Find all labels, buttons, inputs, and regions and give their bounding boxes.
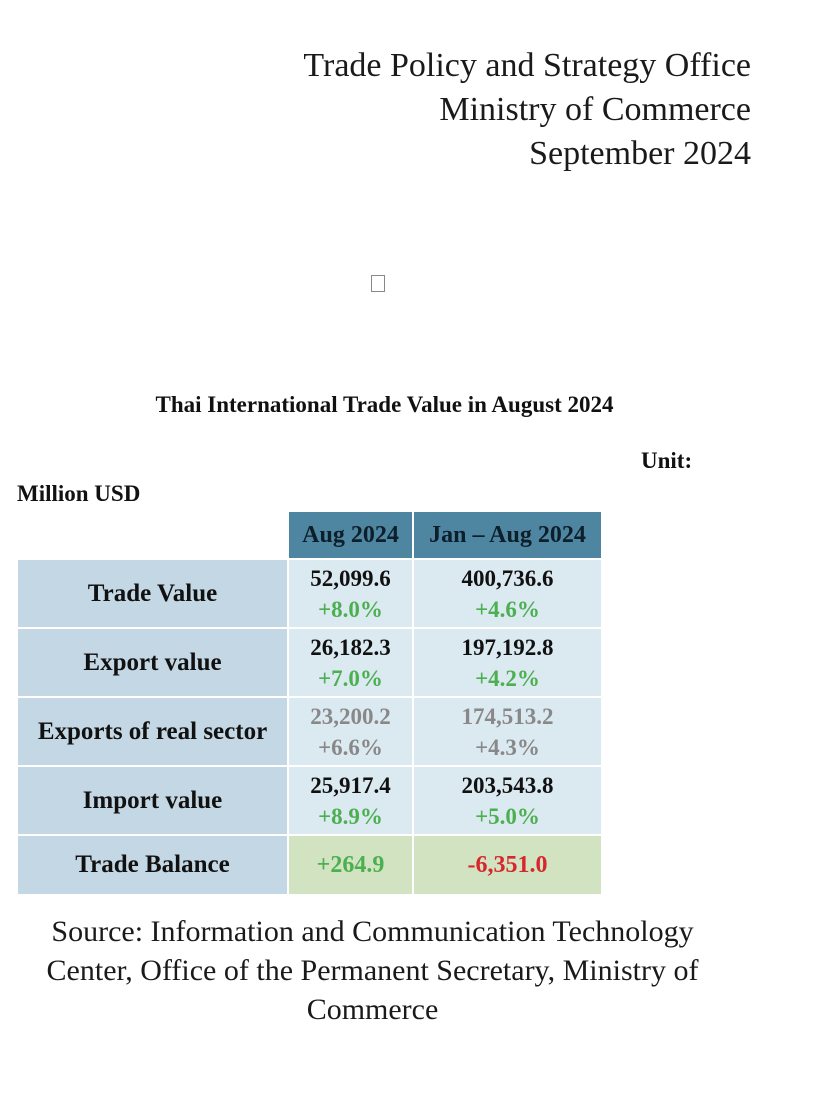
report-header: Trade Policy and Strategy Office Ministr… (303, 44, 751, 176)
ytd-cell: 174,513.2 +4.3% (412, 696, 603, 767)
table-row: Import value 25,917.4 +8.9% 203,543.8 +5… (16, 765, 603, 836)
source-line: Source: Information and Communication Te… (51, 915, 694, 948)
row-label: Trade Value (16, 558, 289, 629)
ytd-cell: 203,543.8 +5.0% (412, 765, 603, 836)
table-row: Trade Value 52,099.6 +8.0% 400,736.6 +4.… (16, 558, 603, 629)
header-blank-cell (16, 510, 289, 560)
ytd-change: +5.0% (475, 803, 540, 829)
aug-value: 23,200.2 (310, 703, 391, 729)
source-note: Source: Information and Communication Te… (0, 912, 745, 1029)
office-name: Trade Policy and Strategy Office (303, 47, 751, 84)
table-row: Export value 26,182.3 +7.0% 197,192.8 +4… (16, 627, 603, 698)
aug-cell: 25,917.4 +8.9% (287, 765, 414, 836)
aug-value: 52,099.6 (310, 565, 391, 591)
aug-value: 25,917.4 (310, 772, 391, 798)
aug-value: 26,182.3 (310, 634, 391, 660)
balance-aug-value: +264.9 (287, 834, 414, 896)
missing-image-icon (371, 275, 385, 292)
aug-cell: 26,182.3 +7.0% (287, 627, 414, 698)
balance-ytd-value: -6,351.0 (412, 834, 603, 896)
table-row: Exports of real sector 23,200.2 +6.6% 17… (16, 696, 603, 767)
row-label: Import value (16, 765, 289, 836)
ytd-cell: 197,192.8 +4.2% (412, 627, 603, 698)
row-label: Export value (16, 627, 289, 698)
unit-value: Million USD (17, 481, 141, 506)
trade-balance-row: Trade Balance +264.9 -6,351.0 (16, 834, 603, 896)
ministry-name: Ministry of Commerce (439, 91, 751, 128)
row-label: Trade Balance (16, 834, 289, 896)
row-label: Exports of real sector (16, 696, 289, 767)
aug-cell: 52,099.6 +8.0% (287, 558, 414, 629)
report-date: September 2024 (529, 135, 751, 172)
source-line: Commerce (306, 993, 439, 1026)
ytd-change: +4.3% (475, 734, 540, 760)
aug-cell: 23,200.2 +6.6% (287, 696, 414, 767)
table-header-row: Aug 2024 Jan – Aug 2024 (16, 510, 603, 560)
aug-change: +7.0% (318, 665, 383, 691)
ytd-change: +4.6% (475, 596, 540, 622)
unit-label: Unit: (641, 448, 693, 473)
ytd-change: +4.2% (475, 665, 540, 691)
aug-change: +8.9% (318, 803, 383, 829)
ytd-cell: 400,736.6 +4.6% (412, 558, 603, 629)
aug-change: +8.0% (318, 596, 383, 622)
table-title: Thai International Trade Value in August… (155, 392, 614, 417)
ytd-value: 203,543.8 (461, 772, 554, 798)
ytd-value: 400,736.6 (461, 565, 554, 591)
column-header-ytd: Jan – Aug 2024 (412, 510, 603, 560)
ytd-value: 174,513.2 (461, 703, 554, 729)
trade-value-table: Aug 2024 Jan – Aug 2024 Trade Value 52,0… (16, 510, 603, 896)
ytd-value: 197,192.8 (461, 634, 554, 660)
aug-change: +6.6% (318, 734, 383, 760)
source-line: Center, Office of the Permanent Secretar… (46, 954, 699, 987)
column-header-aug: Aug 2024 (287, 510, 414, 560)
